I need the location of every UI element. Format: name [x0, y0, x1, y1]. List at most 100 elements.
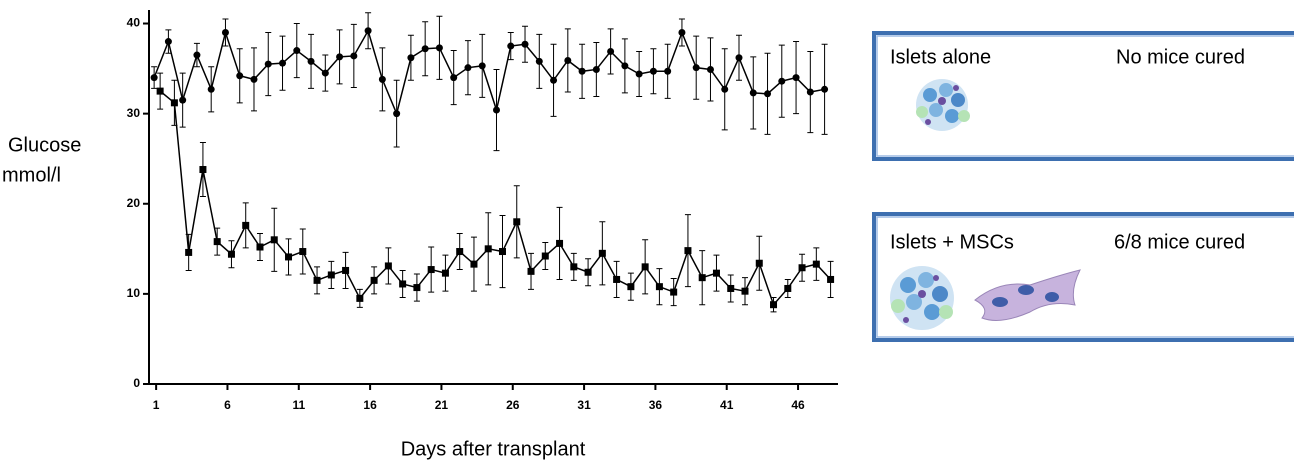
data-point [313, 276, 321, 284]
data-point [792, 74, 800, 82]
x-tick-label: 11 [292, 398, 305, 412]
data-point [470, 260, 478, 268]
data-point [350, 52, 358, 60]
data-point [285, 253, 293, 261]
data-point [812, 260, 820, 268]
data-point [664, 67, 672, 75]
data-point [735, 54, 743, 62]
data-point [407, 54, 415, 62]
data-point [378, 75, 386, 83]
data-point [749, 89, 757, 97]
data-point [641, 263, 649, 271]
data-point [684, 247, 692, 255]
data-point [541, 252, 549, 260]
x-tick-label: 31 [577, 398, 591, 412]
data-point [741, 287, 749, 295]
msc-icon [974, 269, 1081, 321]
data-point [156, 87, 164, 95]
data-point [755, 259, 763, 267]
islet-icon [890, 266, 954, 330]
panel: Islets alone No mice cured [872, 31, 1294, 161]
data-point [821, 85, 829, 93]
y-tick-label: 0 [133, 376, 140, 390]
data-point [784, 284, 792, 292]
x-tick-label: 21 [435, 398, 449, 412]
data-point [507, 42, 515, 50]
data-point [513, 218, 521, 226]
data-point [364, 27, 372, 35]
data-point [213, 238, 221, 246]
data-point [193, 51, 201, 59]
data-point [207, 85, 215, 93]
series-line [159, 90, 832, 307]
data-point [607, 47, 615, 55]
data-point [578, 67, 586, 75]
data-point [712, 269, 720, 277]
data-point [185, 248, 193, 256]
data-point [556, 239, 564, 247]
data-point [592, 65, 600, 73]
data-point [570, 263, 578, 271]
data-point [441, 269, 449, 277]
data-point [613, 275, 621, 283]
y-tick-label: 10 [127, 286, 141, 300]
data-point [264, 60, 272, 68]
data-point [806, 88, 814, 96]
x-tick-label: 26 [506, 398, 520, 412]
data-point [649, 67, 657, 75]
panel: Islets + MSCs 6/8 mice cured [872, 212, 1294, 342]
data-point [698, 274, 706, 282]
data-point [550, 76, 558, 84]
data-point [199, 166, 207, 174]
data-point [427, 266, 435, 274]
data-point [564, 56, 572, 64]
y-tick-label: 20 [127, 196, 141, 210]
y-tick-label: 30 [127, 106, 141, 120]
y-axis-label: mmol/l [2, 164, 61, 186]
data-point [770, 301, 778, 309]
data-point [584, 268, 592, 276]
data-point [478, 62, 486, 70]
panel-result: No mice cured [1116, 46, 1245, 68]
data-point [727, 284, 735, 292]
data-point [307, 57, 315, 65]
x-tick-label: 36 [649, 398, 663, 412]
data-point [164, 38, 172, 46]
data-point [435, 44, 443, 52]
x-tick-label: 46 [791, 398, 805, 412]
data-point [721, 85, 729, 93]
data-point [464, 64, 472, 72]
data-point [236, 72, 244, 80]
data-point [670, 288, 678, 296]
data-point [635, 70, 643, 78]
data-point [521, 40, 529, 48]
data-point [827, 275, 835, 283]
data-point [356, 294, 364, 302]
data-point [492, 106, 500, 114]
data-point [279, 59, 287, 67]
data-point [498, 248, 506, 256]
data-point [370, 276, 378, 284]
data-point [706, 65, 714, 73]
data-point [678, 29, 686, 37]
data-point [179, 96, 187, 104]
data-point [692, 64, 700, 72]
data-point [299, 248, 307, 256]
y-tick-label: 40 [127, 16, 141, 30]
data-point [778, 77, 786, 85]
data-point [627, 283, 635, 291]
panel-inner [876, 216, 1294, 338]
data-point [293, 47, 301, 55]
data-point [150, 74, 158, 82]
data-point [535, 57, 543, 65]
data-point [484, 245, 492, 253]
data-point [421, 45, 429, 53]
data-point [342, 266, 350, 274]
data-point [764, 90, 772, 98]
x-tick-label: 41 [720, 398, 734, 412]
data-point [242, 221, 250, 229]
data-point [598, 249, 606, 257]
data-point [450, 74, 458, 82]
